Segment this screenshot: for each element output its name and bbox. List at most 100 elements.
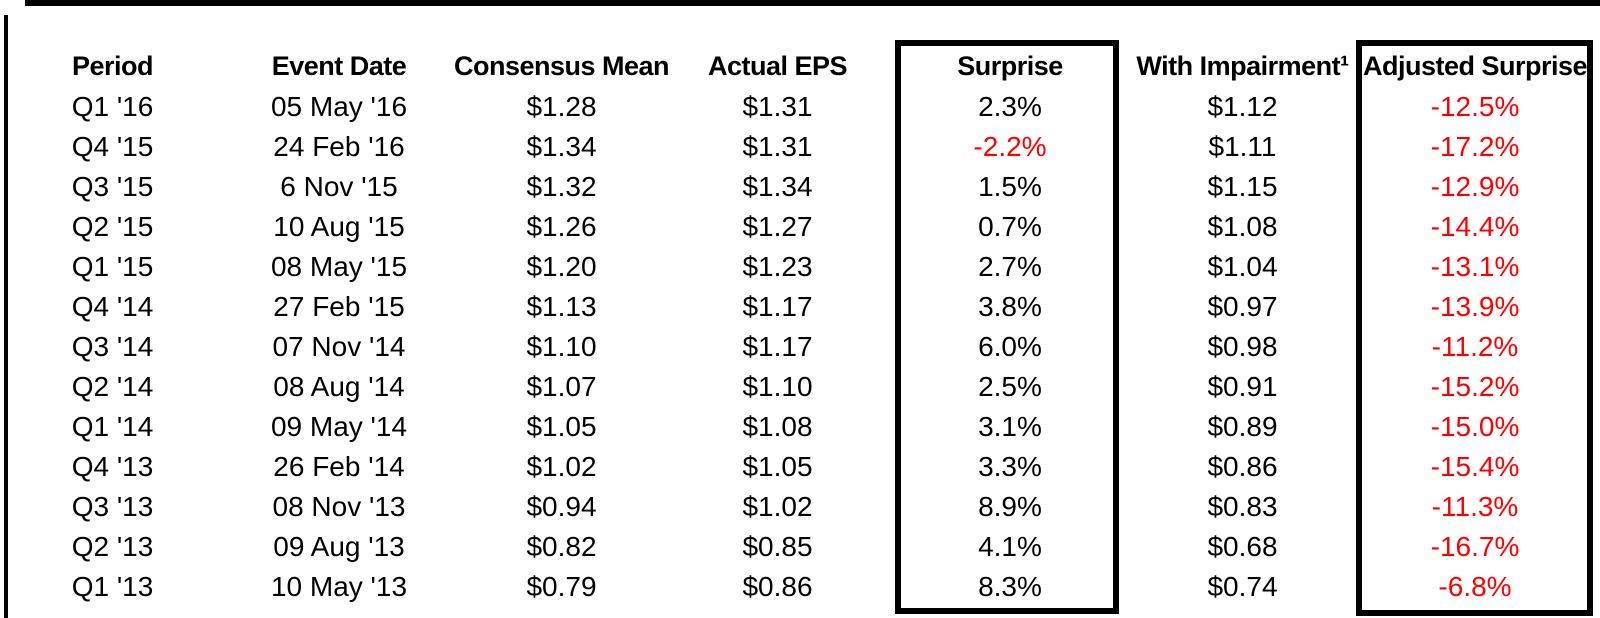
cell-surprise: 8.3%: [978, 571, 1042, 602]
cell-surprise: 3.3%: [978, 451, 1042, 482]
cell-consensus_mean: $1.28: [526, 91, 597, 122]
cell-actual_eps: $1.23: [742, 251, 813, 282]
cell-actual_eps: $1.17: [742, 331, 813, 362]
cell-actual_eps: $0.86: [742, 571, 813, 602]
cell-surprise: 6.0%: [978, 331, 1042, 362]
cell-period: Q3 '14: [71, 331, 154, 362]
cell-actual_eps: $1.34: [742, 171, 813, 202]
cell-adjusted_surprise: -12.9%: [1430, 171, 1520, 202]
cell-surprise: 1.5%: [978, 171, 1042, 202]
cell-event_date: 05 May '16: [270, 91, 408, 122]
cell-actual_eps: $1.31: [742, 131, 813, 162]
frame-left-border: [4, 15, 8, 618]
cell-adjusted_surprise: -14.4%: [1430, 211, 1520, 242]
cell-with_impairment: $0.97: [1207, 291, 1278, 322]
cell-consensus_mean: $1.10: [526, 331, 597, 362]
cell-event_date: 27 Feb '15: [273, 291, 405, 322]
cell-event_date: 08 Aug '14: [273, 371, 405, 402]
cell-adjusted_surprise: -15.0%: [1430, 411, 1520, 442]
cell-with_impairment: $1.11: [1208, 131, 1277, 162]
cell-with_impairment: $0.89: [1207, 411, 1278, 442]
cell-period: Q4 '15: [71, 131, 154, 162]
cell-with_impairment: $1.04: [1207, 251, 1278, 282]
cell-event_date: 08 Nov '13: [272, 491, 406, 522]
cell-with_impairment: $0.91: [1207, 371, 1278, 402]
cell-surprise: 3.8%: [978, 291, 1042, 322]
cell-with_impairment: $0.68: [1207, 531, 1278, 562]
cell-event_date: 09 May '14: [270, 411, 408, 442]
cell-consensus_mean: $1.13: [526, 291, 597, 322]
cell-adjusted_surprise: -16.7%: [1430, 531, 1520, 562]
cell-event_date: 10 Aug '15: [273, 211, 405, 242]
cell-with_impairment: $1.08: [1207, 211, 1278, 242]
cell-period: Q1 '14: [71, 411, 154, 442]
cell-event_date: 24 Feb '16: [273, 131, 405, 162]
cell-period: Q4 '13: [71, 451, 154, 482]
cell-event_date: 07 Nov '14: [272, 331, 406, 362]
cell-surprise: 3.1%: [978, 411, 1042, 442]
cell-event_date: 6 Nov '15: [280, 171, 398, 202]
cell-consensus_mean: $1.20: [526, 251, 597, 282]
cell-surprise: 2.7%: [978, 251, 1042, 282]
column-header-adjusted_surprise: Adjusted Surprise: [1362, 50, 1588, 81]
cell-adjusted_surprise: -12.5%: [1430, 91, 1520, 122]
cell-period: Q3 '15: [71, 171, 154, 202]
cell-adjusted_surprise: -11.3%: [1431, 491, 1519, 522]
cell-period: Q4 '14: [71, 291, 154, 322]
cell-period: Q2 '13: [71, 531, 154, 562]
cell-with_impairment: $1.12: [1207, 91, 1278, 122]
cell-actual_eps: $1.31: [742, 91, 813, 122]
cell-actual_eps: $1.08: [742, 411, 813, 442]
cell-actual_eps: $0.85: [742, 531, 813, 562]
cell-adjusted_surprise: -15.2%: [1430, 371, 1520, 402]
column-header-with_impairment: With Impairment¹: [1136, 50, 1349, 81]
cell-consensus_mean: $1.05: [526, 411, 597, 442]
cell-event_date: 10 May '13: [270, 571, 408, 602]
cell-period: Q1 '15: [71, 251, 154, 282]
cell-surprise: 8.9%: [978, 491, 1042, 522]
cell-with_impairment: $0.83: [1207, 491, 1278, 522]
cell-with_impairment: $0.98: [1207, 331, 1278, 362]
cell-period: Q2 '15: [71, 211, 154, 242]
frame-top-border: [25, 0, 1600, 6]
cell-adjusted_surprise: -17.2%: [1430, 131, 1520, 162]
cell-period: Q1 '16: [71, 91, 154, 122]
cell-actual_eps: $1.02: [742, 491, 813, 522]
cell-surprise: 4.1%: [978, 531, 1042, 562]
cell-period: Q1 '13: [71, 571, 154, 602]
cell-consensus_mean: $0.82: [526, 531, 597, 562]
cell-consensus_mean: $1.34: [526, 131, 597, 162]
cell-adjusted_surprise: -6.8%: [1438, 571, 1512, 602]
cell-consensus_mean: $1.02: [526, 451, 597, 482]
cell-surprise: 0.7%: [978, 211, 1042, 242]
cell-surprise: 2.3%: [978, 91, 1042, 122]
cell-consensus_mean: $1.26: [526, 211, 597, 242]
cell-event_date: 09 Aug '13: [273, 531, 405, 562]
cell-surprise: -2.2%: [973, 131, 1047, 162]
cell-period: Q3 '13: [71, 491, 154, 522]
cell-with_impairment: $0.74: [1207, 571, 1278, 602]
column-header-period: Period: [71, 50, 154, 81]
column-header-surprise: Surprise: [957, 50, 1063, 81]
cell-with_impairment: $1.15: [1207, 171, 1278, 202]
cell-consensus_mean: $1.07: [526, 371, 597, 402]
cell-consensus_mean: $0.79: [526, 571, 597, 602]
cell-adjusted_surprise: -11.2%: [1431, 331, 1519, 362]
cell-adjusted_surprise: -13.1%: [1430, 251, 1520, 282]
column-header-actual_eps: Actual EPS: [707, 50, 848, 81]
cell-period: Q2 '14: [71, 371, 154, 402]
cell-actual_eps: $1.10: [742, 371, 813, 402]
cell-actual_eps: $1.05: [742, 451, 813, 482]
column-header-consensus_mean: Consensus Mean: [453, 50, 670, 81]
cell-surprise: 2.5%: [978, 371, 1042, 402]
cell-event_date: 26 Feb '14: [273, 451, 405, 482]
cell-actual_eps: $1.17: [742, 291, 813, 322]
cell-adjusted_surprise: -13.9%: [1430, 291, 1520, 322]
cell-consensus_mean: $1.32: [526, 171, 597, 202]
column-header-event_date: Event Date: [271, 50, 407, 81]
cell-event_date: 08 May '15: [270, 251, 408, 282]
eps-surprise-table: Period Event Date Consensus Mean Actual EPS…: [0, 45, 1600, 607]
cell-with_impairment: $0.86: [1207, 451, 1278, 482]
cell-consensus_mean: $0.94: [526, 491, 597, 522]
